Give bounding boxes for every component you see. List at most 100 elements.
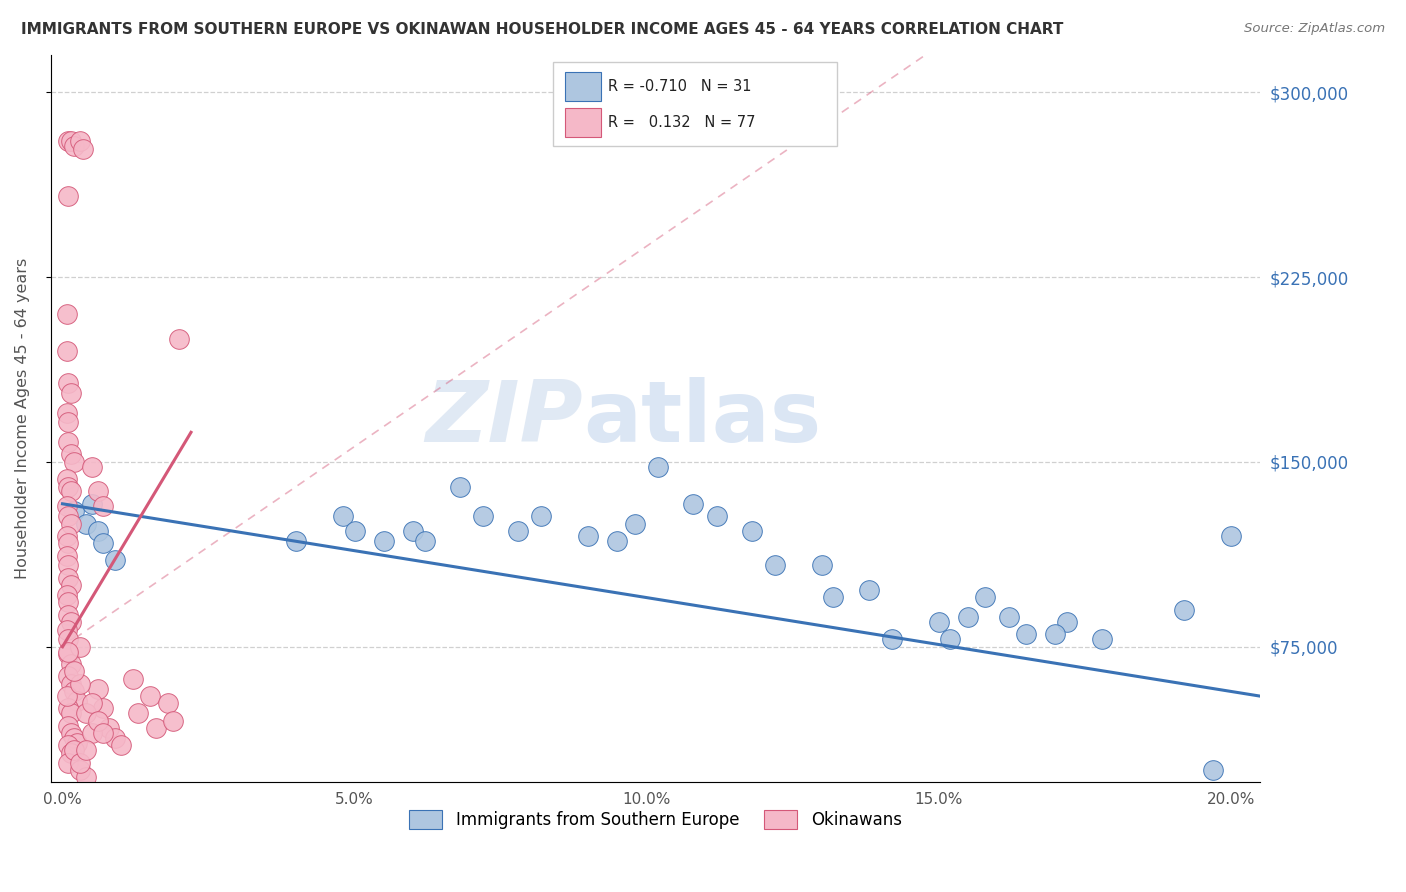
Point	[956, 610, 979, 624]
Point	[56, 529, 79, 543]
Point	[58, 509, 80, 524]
Point	[66, 694, 89, 708]
Point	[810, 558, 832, 573]
Point	[56, 343, 79, 358]
Point	[60, 706, 83, 721]
Point	[58, 376, 80, 390]
Text: atlas: atlas	[583, 377, 821, 460]
Point	[823, 591, 845, 605]
Point	[56, 623, 79, 637]
Point	[80, 459, 103, 474]
Point	[1056, 615, 1078, 629]
Point	[606, 533, 628, 548]
Point	[682, 497, 704, 511]
Point	[69, 640, 91, 654]
Point	[58, 669, 80, 683]
Point	[58, 739, 80, 753]
Point	[706, 509, 728, 524]
Point	[58, 701, 80, 715]
Bar	[565, 72, 600, 101]
Point	[69, 763, 91, 777]
Point	[530, 509, 553, 524]
Point	[56, 472, 79, 486]
Point	[56, 307, 79, 321]
Point	[58, 416, 80, 430]
Point	[145, 721, 167, 735]
Point	[75, 516, 97, 531]
Text: R =   0.132   N = 77: R = 0.132 N = 77	[609, 115, 755, 130]
Point	[127, 706, 149, 721]
Point	[58, 607, 80, 622]
Point	[449, 479, 471, 493]
Point	[63, 139, 86, 153]
Point	[60, 578, 83, 592]
Point	[506, 524, 529, 538]
Point	[63, 455, 86, 469]
Point	[858, 583, 880, 598]
Point	[86, 681, 108, 696]
Point	[63, 504, 86, 518]
Point	[80, 726, 103, 740]
Y-axis label: Householder Income Ages 45 - 64 years: Householder Income Ages 45 - 64 years	[15, 258, 30, 580]
Point	[63, 731, 86, 745]
Point	[162, 714, 184, 728]
Point	[373, 533, 395, 548]
Point	[56, 406, 79, 420]
Point	[93, 701, 115, 715]
Point	[56, 500, 79, 514]
Point	[60, 448, 83, 462]
Point	[75, 706, 97, 721]
Point	[69, 135, 91, 149]
Point	[60, 726, 83, 740]
Point	[1219, 529, 1241, 543]
Point	[60, 484, 83, 499]
Point	[1015, 627, 1038, 641]
Point	[80, 697, 103, 711]
Point	[974, 591, 997, 605]
Text: IMMIGRANTS FROM SOUTHERN EUROPE VS OKINAWAN HOUSEHOLDER INCOME AGES 45 - 64 YEAR: IMMIGRANTS FROM SOUTHERN EUROPE VS OKINA…	[21, 22, 1063, 37]
Point	[104, 553, 127, 567]
Point	[58, 719, 80, 733]
Point	[413, 533, 436, 548]
Point	[60, 657, 83, 671]
Point	[69, 677, 91, 691]
Point	[110, 739, 132, 753]
Point	[928, 615, 950, 629]
Point	[58, 435, 80, 450]
Point	[58, 558, 80, 573]
Point	[93, 500, 115, 514]
FancyBboxPatch shape	[553, 62, 837, 146]
Point	[58, 479, 80, 493]
Point	[939, 632, 962, 647]
Point	[63, 743, 86, 757]
Point	[58, 632, 80, 647]
Point	[63, 684, 86, 698]
Point	[58, 595, 80, 609]
Text: R = -0.710   N = 31: R = -0.710 N = 31	[609, 78, 752, 94]
Point	[72, 142, 94, 156]
Point	[58, 647, 80, 661]
Bar	[565, 108, 600, 137]
Text: Source: ZipAtlas.com: Source: ZipAtlas.com	[1244, 22, 1385, 36]
Point	[58, 756, 80, 770]
Point	[56, 588, 79, 602]
Text: ZIP: ZIP	[425, 377, 583, 460]
Point	[75, 771, 97, 785]
Point	[60, 135, 83, 149]
Point	[402, 524, 425, 538]
Point	[56, 549, 79, 563]
Point	[58, 571, 80, 585]
Point	[1213, 805, 1236, 819]
Point	[741, 524, 763, 538]
Point	[58, 536, 80, 550]
Point	[80, 497, 103, 511]
Point	[58, 645, 80, 659]
Point	[880, 632, 903, 647]
Point	[60, 746, 83, 760]
Point	[60, 385, 83, 400]
Point	[763, 558, 786, 573]
Point	[86, 484, 108, 499]
Point	[647, 459, 669, 474]
Point	[93, 536, 115, 550]
Point	[332, 509, 354, 524]
